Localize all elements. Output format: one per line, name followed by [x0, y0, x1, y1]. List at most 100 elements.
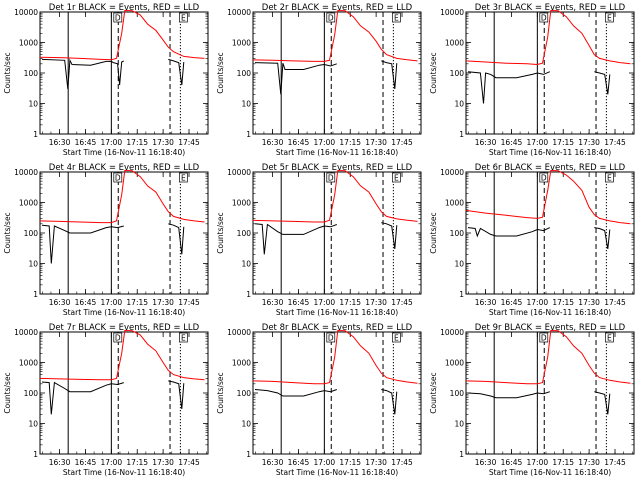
y-tick-label: 1: [246, 130, 251, 139]
x-tick-label: 17:45: [391, 298, 413, 307]
y-tick-label: 10: [454, 100, 464, 109]
events-series-late: [168, 223, 185, 255]
y-tick-label: 10: [241, 420, 251, 429]
events-series: [41, 58, 125, 89]
x-tick-label: 16:30: [475, 138, 497, 147]
events-series: [467, 227, 551, 238]
marker-box: [113, 332, 123, 343]
marker-box: [539, 332, 549, 343]
y-tick-label: 100: [450, 69, 465, 78]
x-tick-label: 17:00: [314, 138, 336, 147]
y-tick-label: 10: [241, 100, 251, 109]
y-tick-label: 1000: [445, 359, 464, 368]
marker-box: [605, 172, 614, 183]
marker-box: [113, 12, 123, 23]
detector-panel-6: Det 6r BLACK = Events, RED = LLD 1 10 100 10…: [429, 163, 635, 317]
detector-panel-2: Det 2r BLACK = Events, RED = LLD 1 10 100 10…: [216, 3, 422, 157]
x-tick-label: 17:45: [178, 298, 200, 307]
plot-frame: [465, 11, 635, 135]
panel-title: Det 5r BLACK = Events, RED = LLD: [262, 163, 413, 173]
lld-series: [39, 329, 205, 381]
marker-label: E: [607, 334, 612, 343]
x-tick-label: 16:45: [501, 298, 523, 307]
x-tick-label: 17:15: [339, 298, 361, 307]
x-tick-label: 16:45: [75, 298, 97, 307]
x-tick-label: 17:45: [604, 458, 626, 467]
marker-label: E: [181, 334, 186, 343]
y-tick-label: 100: [237, 69, 252, 78]
y-tick-label: 10: [454, 420, 464, 429]
y-tick-label: 10: [28, 420, 38, 429]
y-axis-label: Counts/sec: [216, 212, 225, 253]
y-axis-label: Counts/sec: [429, 212, 438, 253]
marker-label: E: [607, 14, 612, 23]
marker-label: D: [328, 14, 334, 23]
marker-label: E: [394, 334, 399, 343]
lld-series: [252, 169, 418, 223]
y-tick-label: 1000: [445, 39, 464, 48]
marker-box: [605, 12, 614, 23]
x-tick-label: 17:30: [152, 298, 174, 307]
x-tick-label: 16:30: [475, 298, 497, 307]
y-tick-label: 1: [33, 450, 38, 459]
y-tick-label: 10000: [440, 168, 464, 177]
x-tick-label: 17:00: [101, 298, 123, 307]
y-axis-label: Counts/sec: [429, 52, 438, 93]
y-axis-label: Counts/sec: [3, 52, 12, 93]
y-tick-label: 100: [24, 389, 39, 398]
x-tick-label: 17:30: [578, 298, 600, 307]
x-tick-label: 16:45: [501, 458, 523, 467]
y-tick-label: 1: [246, 290, 251, 299]
events-series-late: [381, 222, 398, 249]
x-tick-label: 16:45: [501, 138, 523, 147]
y-tick-label: 10: [454, 260, 464, 269]
detector-panel-1: Det 1r BLACK = Events, RED = LLD 1 10 100 10…: [3, 3, 209, 157]
events-series-late: [168, 58, 185, 86]
detector-panel-5: Det 5r BLACK = Events, RED = LLD 1 10 100 10…: [216, 163, 422, 317]
y-tick-label: 10: [28, 100, 38, 109]
events-series: [254, 62, 337, 95]
detector-panel-4: Det 4r BLACK = Events, RED = LLD 1 10 100 10…: [3, 163, 209, 317]
y-axis-label: Counts/sec: [216, 52, 225, 93]
x-axis-label: Start Time (16-Nov-11 16:18:40): [276, 468, 398, 477]
panel-title: Det 1r BLACK = Events, RED = LLD: [49, 3, 200, 13]
y-tick-label: 10: [241, 260, 251, 269]
marker-box: [539, 172, 549, 183]
x-tick-label: 17:30: [152, 138, 174, 147]
marker-label: E: [181, 174, 186, 183]
y-tick-label: 10000: [227, 8, 251, 17]
y-tick-label: 1000: [232, 359, 251, 368]
x-tick-label: 17:30: [578, 138, 600, 147]
x-tick-label: 16:30: [49, 298, 71, 307]
lld-series: [252, 329, 418, 385]
marker-box: [392, 172, 401, 183]
panel-title: Det 9r BLACK = Events, RED = LLD: [475, 323, 626, 333]
detector-panel-3: Det 3r BLACK = Events, RED = LLD 1 10 100 10…: [429, 3, 635, 157]
x-axis-label: Start Time (16-Nov-11 16:18:40): [276, 148, 398, 157]
y-tick-label: 10000: [14, 8, 38, 17]
marker-box: [179, 332, 188, 343]
y-tick-label: 10000: [14, 168, 38, 177]
events-series: [41, 224, 124, 264]
y-tick-label: 1: [459, 290, 464, 299]
x-axis-label: Start Time (16-Nov-11 16:18:40): [63, 468, 185, 477]
marker-box: [326, 12, 336, 23]
x-tick-label: 16:30: [475, 458, 497, 467]
x-tick-label: 17:15: [126, 138, 148, 147]
x-tick-label: 17:15: [552, 458, 574, 467]
y-axis-label: Counts/sec: [429, 372, 438, 413]
marker-label: D: [541, 174, 547, 183]
plot-frame: [465, 171, 635, 295]
events-series-late: [168, 380, 185, 409]
detector-panel-7: Det 7r BLACK = Events, RED = LLD 1 10 100 10…: [3, 323, 209, 477]
y-tick-label: 1000: [232, 39, 251, 48]
events-series-late: [594, 227, 611, 249]
marker-label: D: [115, 14, 121, 23]
y-tick-label: 100: [237, 229, 252, 238]
marker-box: [326, 172, 336, 183]
x-tick-label: 17:00: [314, 298, 336, 307]
x-tick-label: 17:30: [365, 458, 387, 467]
plot-frame: [465, 331, 635, 455]
